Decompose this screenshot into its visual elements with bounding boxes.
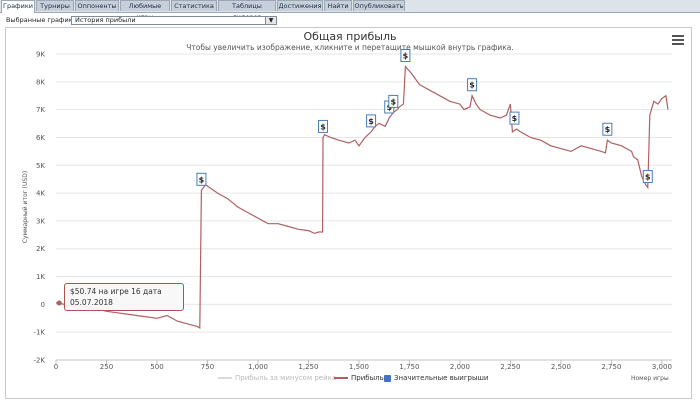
- y-tick-label: 3K: [36, 217, 45, 225]
- y-tick-label: 7K: [36, 106, 45, 114]
- x-tick-label: 2,000: [450, 363, 470, 371]
- tab-7[interactable]: Найти: [324, 0, 352, 11]
- tab-0[interactable]: Графики: [1, 0, 35, 13]
- x-tick-label: 2,250: [500, 363, 520, 371]
- chart-selector-label: Выбранные графики:: [6, 16, 80, 24]
- y-tick-label: 8K: [36, 78, 45, 86]
- y-tick-label: 6K: [36, 134, 45, 142]
- y-axis-title: Суммарный итог (USD): [22, 171, 29, 243]
- big-win-marker-label: $: [469, 81, 475, 90]
- x-tick-label: 1,250: [298, 363, 318, 371]
- big-win-marker-label: $: [390, 97, 396, 106]
- big-win-marker[interactable]: [642, 170, 653, 184]
- legend-line-icon: [334, 377, 348, 379]
- tooltip-line-2: 05.07.2018: [70, 298, 113, 307]
- tooltip-line-1: $50.74 на игре 16 дата: [70, 287, 162, 296]
- legend-line-icon: [218, 377, 232, 379]
- chart-tooltip: $50.74 на игре 16 дата 05.07.2018: [64, 283, 184, 311]
- big-win-marker-label: $: [512, 114, 518, 123]
- x-tick-label: 500: [150, 363, 163, 371]
- x-tick-label: 2,750: [601, 363, 621, 371]
- chart-title: Общая прибыль: [303, 30, 397, 43]
- big-win-marker-label: $: [605, 125, 611, 134]
- x-tick-label: 2,500: [551, 363, 571, 371]
- y-tick-label: -2K: [33, 357, 45, 365]
- chart-container: [5, 27, 692, 399]
- x-tick-label: 1,000: [248, 363, 268, 371]
- tab-2[interactable]: Оппоненты: [75, 0, 119, 11]
- hamburger-menu-icon[interactable]: [672, 35, 684, 45]
- chart-selector-dropdown[interactable]: История прибыли ▼: [71, 16, 277, 25]
- big-win-marker-label: $: [320, 122, 326, 131]
- big-win-marker-label: $: [368, 117, 374, 126]
- big-win-marker-label: $: [645, 173, 651, 182]
- y-tick-label: 2K: [36, 245, 45, 253]
- tab-1[interactable]: Турниры: [36, 0, 74, 11]
- chart-legend: Прибыль за минусом рейка Прибыль Значите…: [0, 372, 700, 384]
- y-tick-label: 1K: [36, 273, 45, 281]
- x-tick-label: 1,750: [399, 363, 419, 371]
- x-tick-label: 750: [201, 363, 214, 371]
- legend-box-icon: [384, 374, 391, 382]
- big-win-marker[interactable]: [388, 94, 399, 108]
- legend-label: Прибыль: [351, 374, 384, 382]
- legend-label: Прибыль за минусом рейка: [235, 374, 337, 382]
- y-tick-label: -1K: [33, 329, 45, 337]
- big-win-marker[interactable]: [196, 172, 207, 186]
- x-tick-label: 1,500: [349, 363, 369, 371]
- big-win-marker[interactable]: [602, 122, 613, 136]
- big-win-marker[interactable]: [467, 78, 478, 92]
- y-tick-label: 4K: [36, 190, 45, 198]
- big-win-marker[interactable]: [509, 111, 520, 125]
- legend-label: Значительные выигрыши: [394, 374, 489, 382]
- y-tick-label: 0: [41, 301, 45, 309]
- chevron-down-icon[interactable]: ▼: [265, 17, 276, 24]
- x-tick-label: 3,000: [652, 363, 672, 371]
- legend-item-big-wins[interactable]: Значительные выигрыши: [384, 372, 488, 384]
- chart-subtitle: Чтобы увеличить изображение, кликните и …: [186, 43, 514, 52]
- x-tick-label: 250: [100, 363, 113, 371]
- chart-selector-value: История прибыли: [75, 16, 136, 24]
- y-tick-label: 5K: [36, 162, 45, 170]
- hover-point: [56, 300, 62, 306]
- tab-4[interactable]: Статистика: [171, 0, 217, 11]
- big-win-marker[interactable]: [318, 119, 329, 133]
- tab-6[interactable]: Достижения: [277, 0, 323, 11]
- big-win-marker[interactable]: [366, 114, 377, 128]
- profit-series-line: [56, 64, 669, 330]
- big-win-marker[interactable]: [400, 49, 411, 63]
- legend-item-profit[interactable]: Прибыль: [334, 372, 384, 384]
- x-axis-title: Номер игры: [631, 375, 669, 382]
- tab-8[interactable]: Опубликовать: [353, 0, 405, 11]
- big-win-marker-label: $: [199, 175, 205, 184]
- x-tick-label: 0: [54, 363, 58, 371]
- legend-item-rake[interactable]: Прибыль за минусом рейка: [218, 372, 336, 384]
- y-tick-label: 9K: [36, 51, 45, 59]
- big-win-marker-label: $: [403, 52, 409, 61]
